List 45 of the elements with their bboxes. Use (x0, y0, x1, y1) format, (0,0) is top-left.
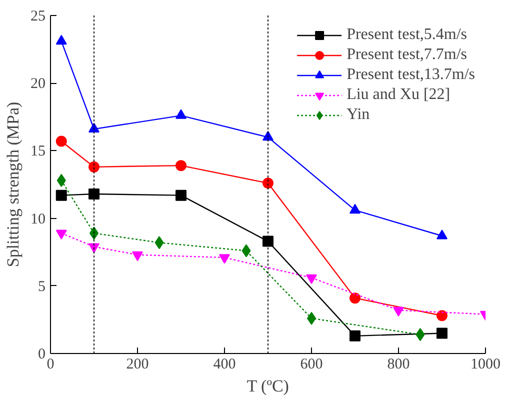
point (132, 251, 143, 262)
point (262, 178, 274, 189)
point (436, 230, 448, 240)
point (56, 34, 67, 45)
x-tick-label: 600 (300, 356, 323, 372)
point (56, 230, 67, 240)
x-tick-label: 800 (387, 356, 410, 372)
point (56, 174, 66, 187)
legend-label: Present test,5.4m/s (346, 26, 467, 44)
point (56, 136, 67, 147)
point (350, 292, 360, 304)
point (56, 190, 67, 201)
point (176, 160, 186, 172)
legend-label: Present test,13.7m/s (346, 66, 475, 84)
y-tick-label: 20 (30, 76, 46, 92)
point (350, 330, 360, 342)
point (306, 274, 317, 284)
y-axis-title: Splitting strength (MPa) (4, 102, 22, 268)
point (436, 310, 448, 322)
y-tick-label: 10 (30, 211, 46, 228)
y-tick-label: 15 (30, 144, 46, 160)
point (88, 161, 100, 172)
point (88, 188, 100, 200)
point (242, 244, 251, 258)
point (350, 204, 360, 214)
point (154, 236, 164, 250)
point (416, 328, 425, 342)
point (262, 236, 274, 247)
y-tick-label: 0 (38, 346, 46, 362)
legend-label: Present test,7.7m/s (346, 46, 467, 64)
x-tick-label: 400 (213, 356, 236, 372)
point (176, 109, 186, 119)
x-tick-label: 1000 (470, 356, 500, 372)
x-axis-title: T (ºC) (246, 376, 289, 396)
point (176, 190, 186, 201)
point (436, 328, 448, 339)
y-tick-label: 25 (30, 8, 46, 24)
x-tick-label: 200 (126, 356, 149, 372)
point (219, 254, 230, 264)
y-tick-label: 5 (38, 278, 46, 295)
legend-label: Liu and Xu [22] (346, 86, 450, 104)
legend-label: Yin (346, 106, 370, 124)
point (393, 306, 404, 317)
point (262, 130, 274, 141)
point (88, 122, 100, 132)
